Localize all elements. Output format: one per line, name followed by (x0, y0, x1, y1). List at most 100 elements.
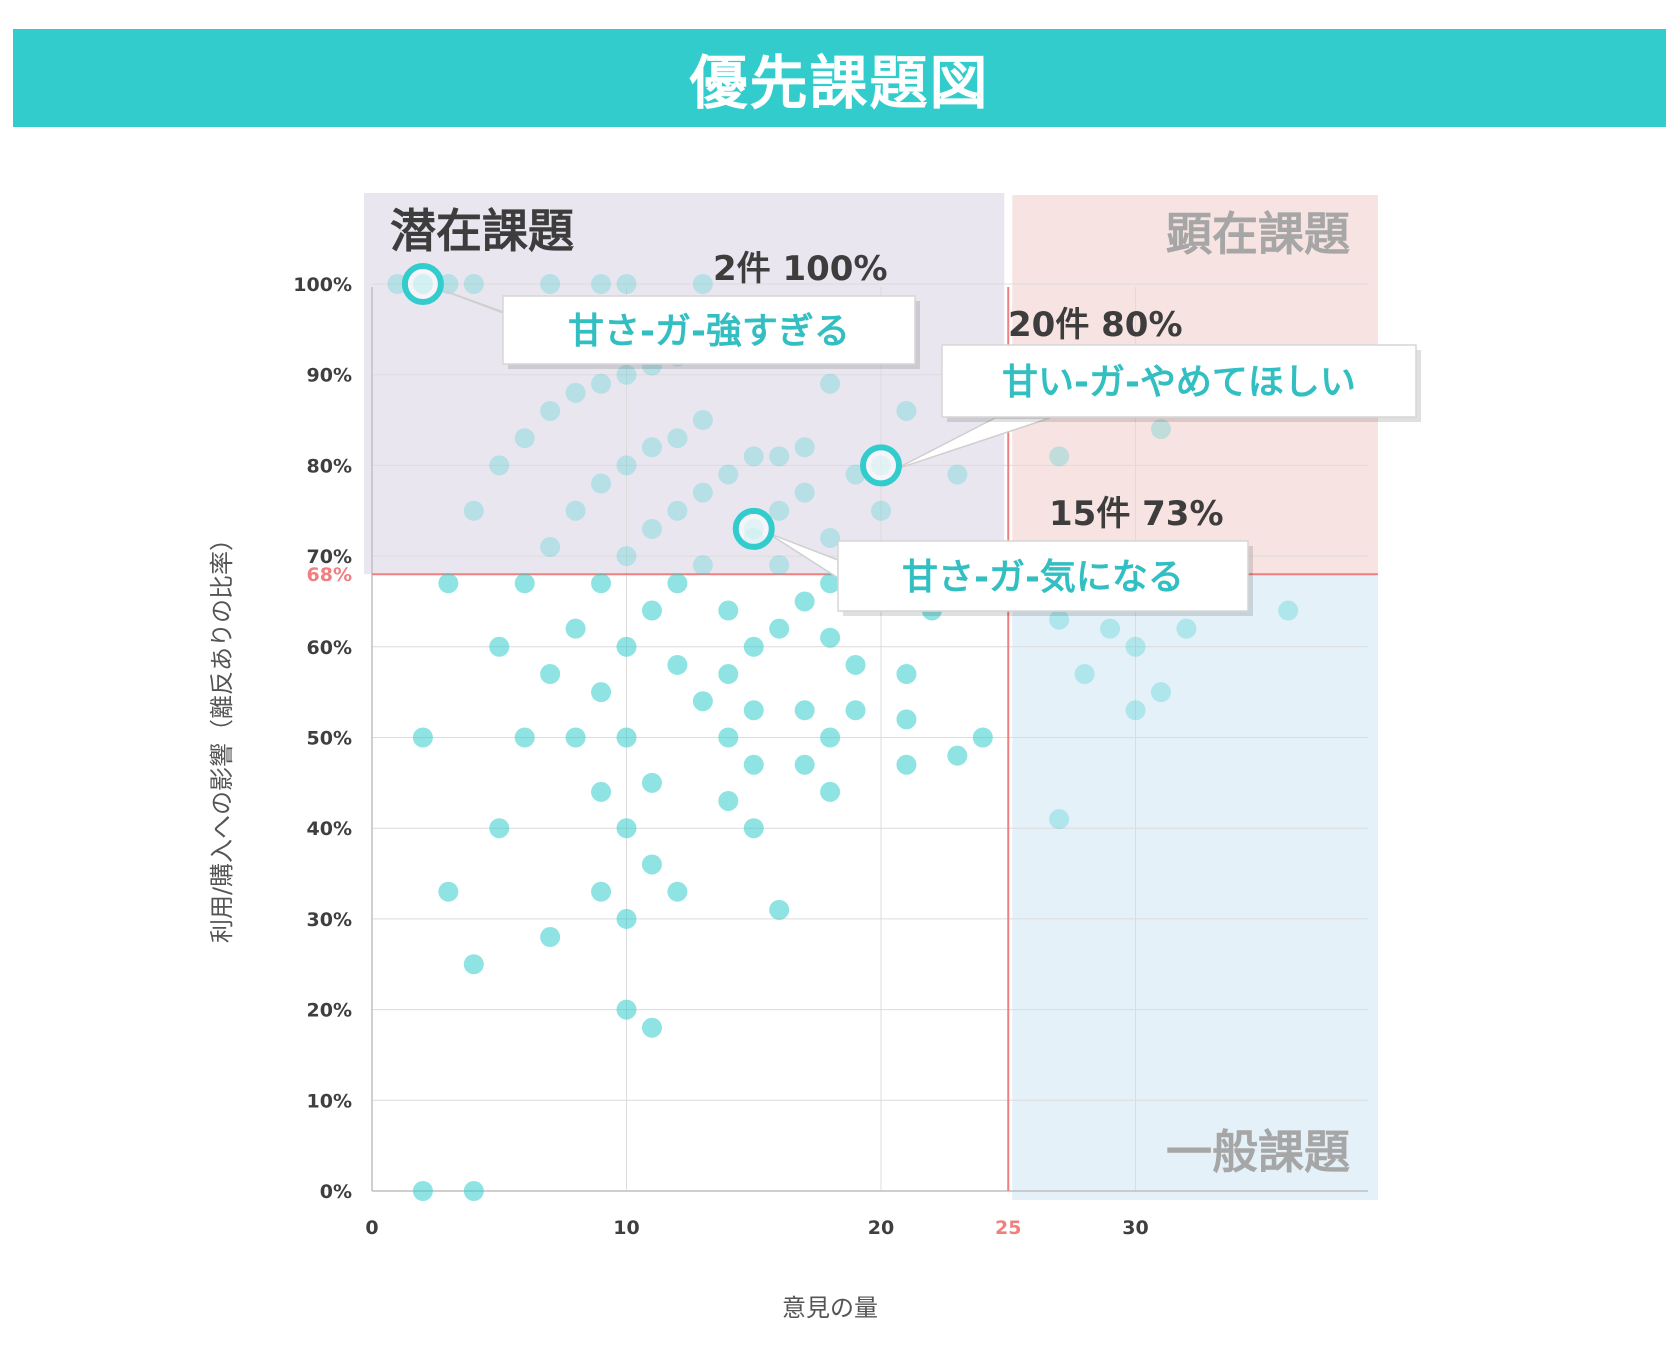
data-point (718, 464, 739, 485)
callout-pointer (894, 417, 1051, 471)
data-point (591, 274, 612, 294)
data-point (565, 618, 586, 639)
x-tick-label: 10 (613, 1217, 639, 1239)
data-point (896, 754, 917, 775)
data-point (438, 573, 459, 594)
data-point (616, 999, 637, 1020)
page-title: 優先課題図 (689, 49, 990, 117)
data-point (616, 455, 637, 476)
quadrant-manifest-label: 顕在課題 (1166, 207, 1350, 261)
data-point (718, 727, 739, 748)
data-point (692, 410, 713, 431)
callout-count-text: 2件 100% (713, 249, 888, 289)
data-point (591, 682, 612, 703)
data-point (489, 455, 510, 476)
data-point (692, 691, 713, 712)
header-bar: 優先課題図 (13, 29, 1666, 127)
y-tick-label: 40% (307, 818, 352, 840)
quadrant-latent-label: 潜在課題 (390, 204, 574, 258)
data-point (616, 818, 637, 839)
x-axis-title: 意見の量 (782, 1294, 878, 1322)
data-point (743, 636, 764, 657)
callout-label: 甘さ-ガ-気になる (902, 557, 1184, 598)
data-point (743, 700, 764, 721)
data-point (412, 727, 433, 748)
data-point (540, 274, 561, 294)
data-point (438, 881, 459, 902)
data-point (718, 600, 739, 621)
y-tick-label: 0% (320, 1181, 352, 1203)
callout-box (941, 344, 1417, 418)
data-point (667, 881, 688, 902)
data-point (438, 274, 459, 294)
x-tick-label: 20 (868, 1217, 894, 1239)
x-tick-label: 30 (1122, 1217, 1148, 1239)
data-point (540, 927, 561, 948)
data-point (743, 818, 764, 839)
y-tick-label: 60% (307, 637, 352, 659)
data-point (616, 636, 637, 657)
y-tick-label: 30% (307, 909, 352, 931)
data-point (845, 700, 866, 721)
data-point (769, 618, 790, 639)
data-point (794, 754, 815, 775)
callout-label: 甘い-ガ-やめてほしい (1002, 362, 1356, 403)
data-point (540, 664, 561, 685)
y-tick-label: 50% (307, 728, 352, 750)
data-point (641, 437, 662, 458)
data-point (540, 400, 561, 421)
data-point (794, 482, 815, 503)
data-point (1049, 609, 1070, 630)
data-point (947, 464, 968, 485)
data-point (641, 518, 662, 539)
data-point (820, 527, 841, 548)
data-point (692, 482, 713, 503)
data-point (565, 500, 586, 521)
data-point (820, 373, 841, 394)
data-point (692, 274, 713, 294)
data-point (896, 664, 917, 685)
data-point (972, 727, 993, 748)
callout-box (837, 540, 1249, 612)
data-point (514, 727, 535, 748)
data-point (820, 781, 841, 802)
data-point (1150, 419, 1171, 440)
quadrant-general-label: 一般課題 (1166, 1125, 1350, 1179)
data-point (616, 364, 637, 385)
data-point (1125, 636, 1146, 657)
data-point (769, 446, 790, 467)
data-point (641, 600, 662, 621)
x-tick-label: 0 (365, 1217, 378, 1239)
data-point (794, 591, 815, 612)
highlight-point-ring (732, 507, 775, 550)
y-tick-label: 10% (307, 1090, 352, 1112)
data-point (565, 382, 586, 403)
highlight-point-ring (860, 444, 902, 487)
callout-count-text: 20件 80% (1008, 305, 1183, 345)
highlight-point-ring (401, 263, 444, 305)
quadrant-latent-bg (364, 193, 1005, 575)
data-point (616, 546, 637, 567)
data-point (565, 727, 586, 748)
data-point (871, 500, 891, 521)
data-point (896, 709, 917, 730)
data-point (641, 854, 662, 875)
data-point (896, 400, 917, 421)
data-point (591, 573, 612, 594)
y-tick-label: 80% (307, 455, 352, 477)
data-point (591, 881, 612, 902)
data-point (1074, 664, 1095, 685)
data-point (718, 664, 739, 685)
data-point (616, 274, 637, 294)
y-tick-label: 90% (307, 365, 352, 387)
data-point (463, 954, 484, 975)
data-point (489, 818, 510, 839)
data-point (1150, 682, 1171, 703)
data-point (616, 908, 637, 929)
callout-label: 甘さ-ガ-強すぎる (568, 311, 850, 352)
data-point (1049, 809, 1070, 830)
data-point (641, 1017, 662, 1038)
data-point (743, 754, 764, 775)
data-point (743, 446, 764, 467)
data-point (845, 654, 866, 675)
